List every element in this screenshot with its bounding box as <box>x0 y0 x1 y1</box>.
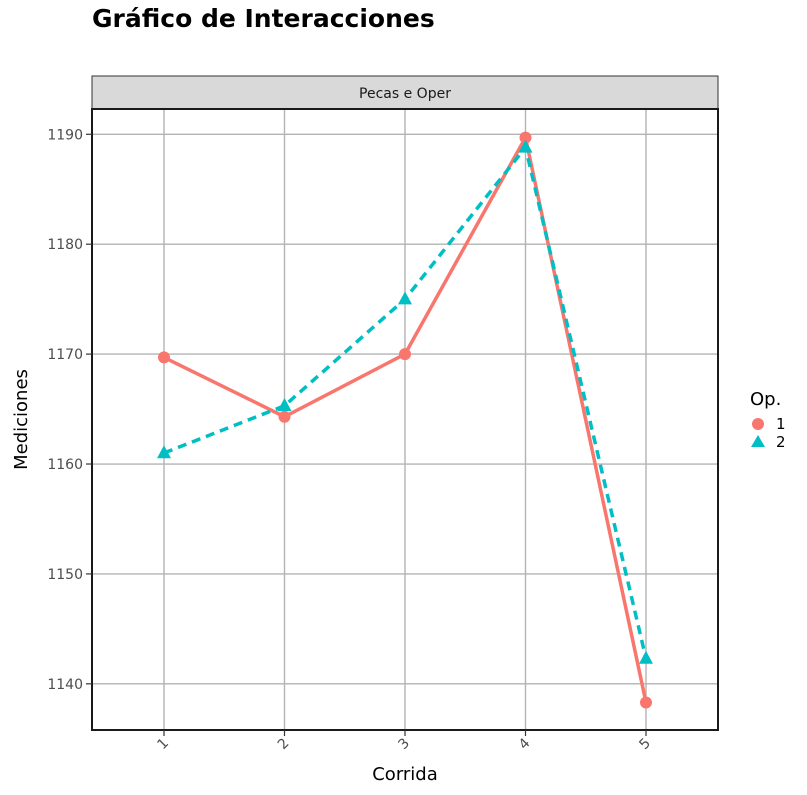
legend: Op. 12 <box>750 389 786 451</box>
legend-key-2 <box>751 435 765 447</box>
series-2-point <box>518 139 533 153</box>
legend-label-1: 1 <box>776 415 786 433</box>
x-axis-title: Corrida <box>372 764 438 785</box>
series-1-point <box>278 410 291 423</box>
y-tick-label: 1150 <box>47 567 83 583</box>
legend-key-1 <box>752 418 764 430</box>
series-1-point <box>399 348 411 361</box>
facet-strip <box>91 75 719 110</box>
y-tick-label: 1180 <box>47 237 83 253</box>
x-tick-label: 2 <box>275 735 293 753</box>
series-1-point <box>519 131 532 144</box>
legend-title: Op. <box>750 389 781 410</box>
series-1-point <box>158 351 170 364</box>
series-2-point <box>639 650 653 664</box>
y-axis-title: Mediciones <box>11 369 32 470</box>
chart-title: Gráfico de Interacciones <box>92 4 435 33</box>
y-tick-label: 1170 <box>47 347 83 363</box>
y-tick-label: 1140 <box>47 677 83 693</box>
series-layer <box>157 131 653 709</box>
series-2-point <box>157 445 171 459</box>
x-tick-label: 5 <box>636 735 654 753</box>
series-2-point <box>277 397 292 411</box>
grid-layer <box>92 109 718 730</box>
y-tick-label: 1160 <box>47 457 83 473</box>
x-tick-label: 3 <box>395 735 413 753</box>
y-tick-label: 1190 <box>47 127 83 143</box>
x-tick-label: 1 <box>154 735 172 753</box>
series-1-point <box>640 696 652 709</box>
series-2-point <box>398 291 412 305</box>
facet-label: Pecas e Oper <box>359 86 451 102</box>
legend-label-2: 2 <box>776 433 786 451</box>
x-tick-label: 4 <box>516 735 534 753</box>
